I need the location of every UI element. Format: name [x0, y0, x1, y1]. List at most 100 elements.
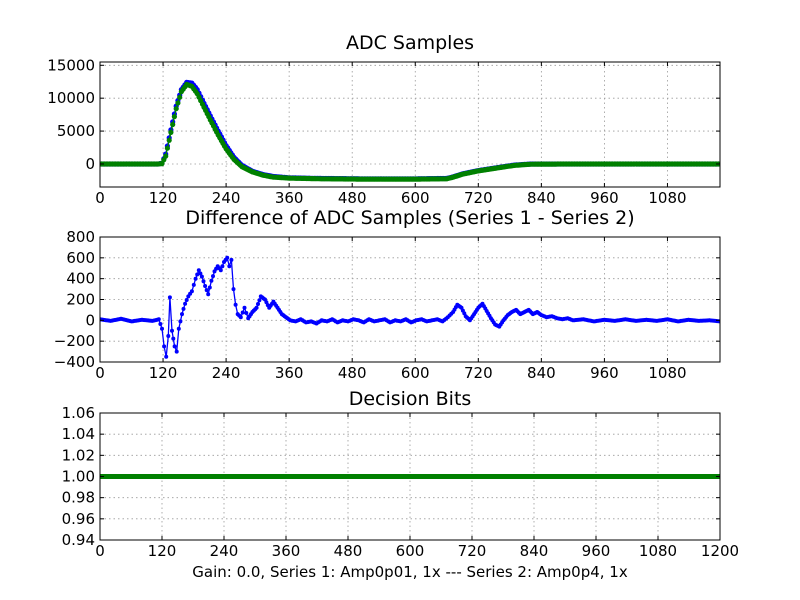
- decision-bits-title: Decision Bits: [349, 388, 472, 410]
- difference-ytick-label: 400: [66, 270, 95, 288]
- adc-samples-xtick-label: 960: [590, 189, 619, 207]
- difference-data-point: [183, 301, 188, 306]
- adc-samples-xtick-label: 480: [338, 189, 367, 207]
- difference-series-1: [100, 255, 720, 359]
- decision-bits-xtick-label: 840: [520, 542, 549, 560]
- difference-data-point: [164, 354, 169, 359]
- difference-data-point: [196, 268, 201, 273]
- adc-samples-ticks: 0 120 240 360 480 600 720 840 960 1080 0 5000 10000 1…: [47, 56, 720, 207]
- decision-bits-ytick-label: 1.04: [62, 425, 95, 443]
- difference-ticks: 0 120 240 360 480 600 720 840 960 1080−400−200020…: [54, 228, 720, 382]
- difference-data-point: [204, 288, 209, 293]
- difference-xtick-label: 240: [212, 364, 241, 382]
- difference-ytick-label: −400: [54, 353, 95, 371]
- adc-samples-title: ADC Samples: [346, 32, 474, 54]
- difference-data-point: [162, 344, 167, 349]
- difference-xtick-label: 360: [275, 364, 304, 382]
- decision-bits-xtick-label: 960: [582, 542, 611, 560]
- difference-data-point: [184, 298, 189, 302]
- difference-data-point: [160, 326, 164, 331]
- decision-bits-xtick-label: 120: [148, 542, 177, 560]
- adc-samples-xtick-label: 240: [212, 189, 241, 207]
- difference-xtick-label: 600: [401, 364, 430, 382]
- difference-data-point: [207, 285, 212, 290]
- difference-data-point: [211, 274, 215, 279]
- figure-xlabel: Gain: 0.0, Series 1: Amp0p01, 1x --- Ser…: [192, 563, 628, 581]
- decision-bits-ytick-label: 0.98: [62, 489, 95, 507]
- adc-samples-series-2: [100, 81, 720, 182]
- adc-samples-data-point: [177, 94, 183, 100]
- decision-bits-ticks: 0 120 240 360 480 600 720 840 960 1080 1200 0.94 0.9…: [62, 404, 740, 560]
- difference-data-point: [189, 289, 194, 294]
- difference-data-point: [256, 302, 260, 306]
- difference-ytick-label: 600: [66, 249, 95, 267]
- adc-samples-xtick-label: 1080: [648, 189, 686, 207]
- difference-frame: [99, 236, 721, 363]
- difference-data-point: [178, 319, 183, 324]
- adc-samples-frame: [99, 61, 721, 188]
- adc-samples-subplot: ADC Samples 0 120 240 360 480 600 720 840 960 108…: [47, 32, 721, 207]
- difference-data-point: [257, 298, 262, 303]
- difference-xtick-label: 1080: [648, 364, 686, 382]
- difference-xtick-label: 840: [527, 364, 556, 382]
- decision-bits-xtick-label: 1200: [701, 542, 739, 560]
- difference-series: [100, 255, 720, 359]
- difference-data-point: [191, 282, 196, 287]
- decision-bits-frame: [99, 412, 721, 541]
- difference-subplot: Difference of ADC Samples (Series 1 - Se…: [54, 207, 721, 382]
- difference-data-point: [227, 264, 232, 269]
- adc-samples-xtick-label: 840: [527, 189, 556, 207]
- difference-data-point: [242, 305, 247, 310]
- adc-samples-ytick-label: 5000: [57, 122, 95, 140]
- difference-data-point: [225, 255, 230, 260]
- difference-data-point: [166, 334, 171, 338]
- adc-samples-series: [100, 79, 720, 182]
- difference-data-point: [240, 310, 245, 315]
- difference-data-point: [201, 279, 206, 284]
- adc-samples-data-point: [170, 121, 176, 128]
- difference-xtick-label: 480: [338, 364, 367, 382]
- adc-samples-data-point: [168, 129, 174, 135]
- difference-title: Difference of ADC Samples (Series 1 - Se…: [185, 207, 634, 229]
- difference-data-point: [156, 317, 161, 322]
- decision-bits-ytick-label: 1.06: [62, 404, 95, 422]
- difference-data-point: [254, 305, 259, 310]
- difference-data-point: [233, 302, 238, 307]
- difference-data-point: [218, 268, 223, 273]
- difference-data-point: [193, 276, 198, 281]
- adc-samples-ytick-label: 15000: [47, 56, 95, 74]
- decision-bits-xtick-label: 0: [95, 542, 105, 560]
- difference-ytick-label: 800: [66, 228, 95, 246]
- difference-data-point: [181, 306, 186, 311]
- decision-bits-subplot: Decision Bits 0 120 240 360 480 600 720 840 960 1…: [62, 388, 740, 560]
- difference-data-point: [158, 322, 163, 326]
- adc-samples-xtick-label: 0: [95, 189, 105, 207]
- difference-grid: [100, 237, 720, 362]
- difference-data-point: [231, 287, 236, 292]
- decision-bits-xtick-label: 720: [458, 542, 487, 560]
- difference-ytick-label: 0: [85, 311, 95, 329]
- decision-bits-xtick-label: 480: [334, 542, 363, 560]
- decision-bits-xtick-label: 360: [272, 542, 301, 560]
- difference-xtick-label: 720: [464, 364, 493, 382]
- adc-samples-ytick-label: 10000: [47, 89, 95, 107]
- difference-data-point: [171, 336, 176, 341]
- decision-bits-xtick-label: 240: [210, 542, 239, 560]
- decision-bits-ytick-label: 1.00: [62, 468, 95, 486]
- adc-samples-data-point: [164, 145, 170, 151]
- difference-data-point: [206, 292, 211, 297]
- difference-data-point: [198, 271, 203, 276]
- difference-data-point: [176, 326, 181, 331]
- difference-data-point: [203, 284, 208, 288]
- difference-xtick-label: 960: [590, 364, 619, 382]
- difference-data-point: [229, 257, 234, 262]
- difference-data-point: [167, 295, 172, 300]
- difference-data-point: [180, 312, 184, 317]
- difference-data-point: [170, 328, 174, 333]
- adc-samples-xtick-label: 600: [401, 189, 430, 207]
- difference-data-point: [195, 272, 200, 277]
- decision-bits-ytick-label: 1.02: [62, 446, 95, 464]
- difference-series-line: [100, 256, 720, 357]
- adc-samples-data-point: [175, 100, 181, 106]
